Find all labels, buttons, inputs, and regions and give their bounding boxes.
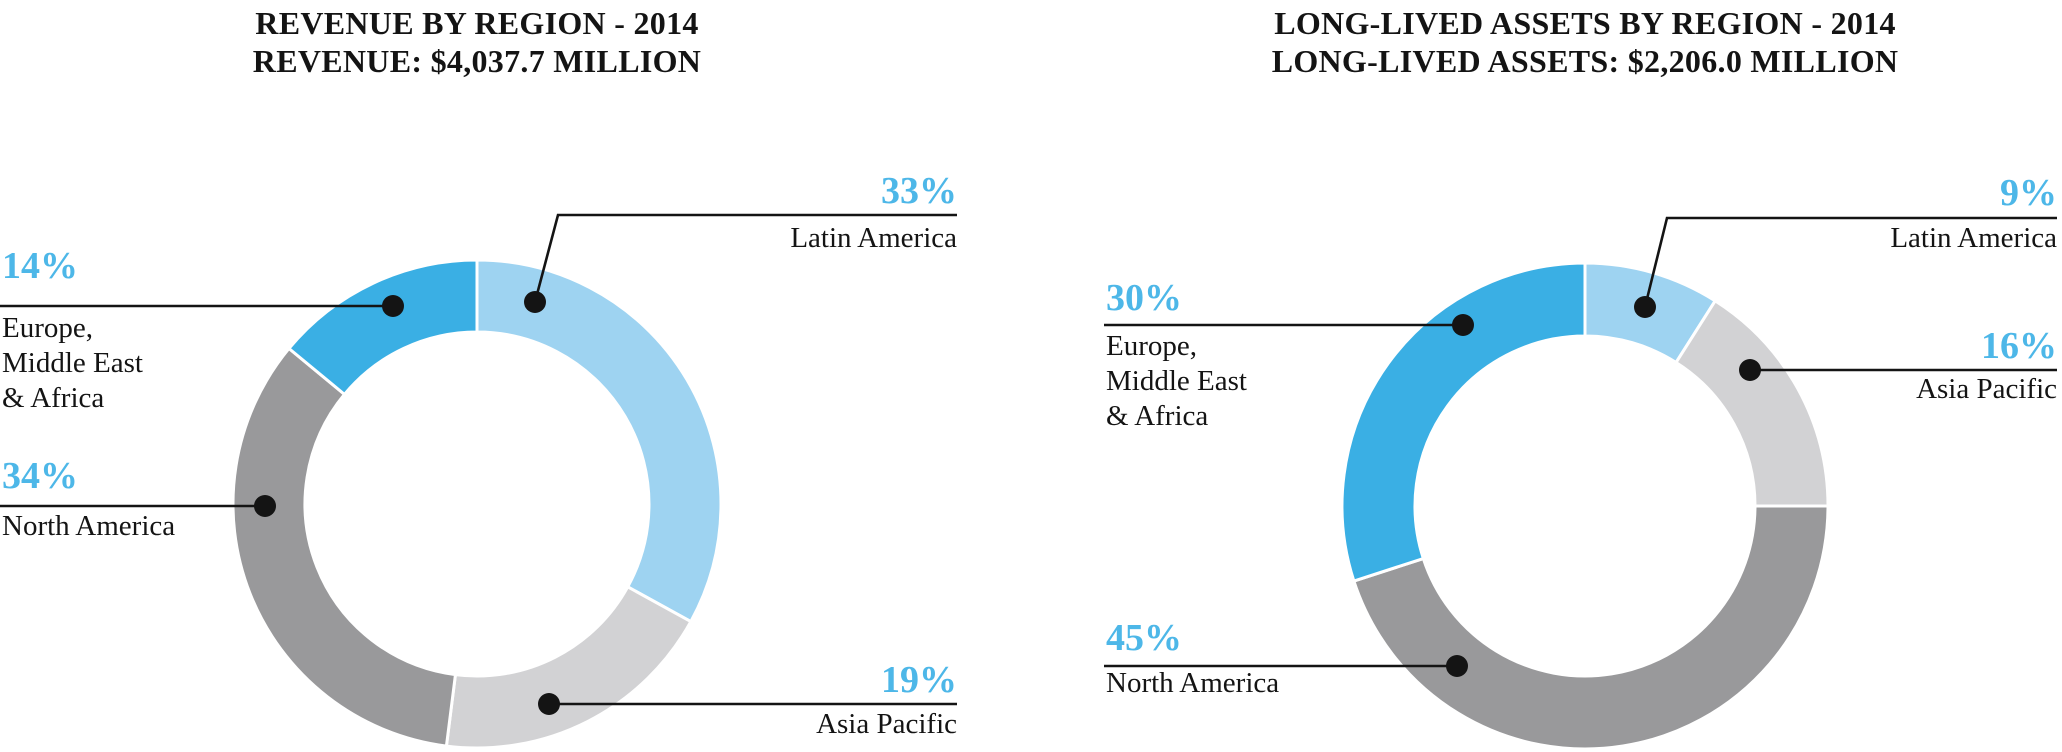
assets-chart-title: LONG-LIVED ASSETS BY REGION - 2014 LONG-… [1205, 4, 1965, 80]
assets-latin-america-percent: 9% [2000, 172, 2057, 214]
segment-revenue-latin-america [475, 258, 723, 624]
leader-dot [524, 291, 546, 313]
leader-dot [538, 693, 560, 715]
donut-chart-assets [1340, 261, 1830, 751]
segment-assets-europe-middle-east-africa [1340, 261, 1587, 583]
assets-emea-label-line1: Europe, [1106, 330, 1197, 362]
segment-assets-asia-pacific [1674, 299, 1830, 508]
segment-revenue-asia-pacific [444, 585, 693, 750]
leader-dot [1634, 296, 1656, 318]
segment-revenue-europe-middle-east-africa [287, 258, 479, 396]
assets-asia-pacific-label: Asia Pacific [1916, 373, 2057, 405]
revenue-latin-america-percent: 33% [881, 170, 957, 212]
revenue-emea-percent: 14% [2, 245, 78, 287]
leader-dot [382, 295, 404, 317]
assets-emea-label-line3: & Africa [1106, 400, 1209, 432]
segment-revenue-north-america [231, 346, 457, 748]
assets-north-america-percent: 45% [1106, 617, 1182, 659]
revenue-chart-title: REVENUE BY REGION - 2014 REVENUE: $4,037… [117, 4, 837, 80]
assets-emea-percent: 30% [1106, 277, 1182, 319]
revenue-north-america-label: North America [2, 510, 176, 542]
assets-emea-label-line2: Middle East [1106, 365, 1247, 397]
revenue-emea-label-line2: Middle East [2, 347, 143, 379]
assets-latin-america-label: Latin America [1890, 222, 2057, 254]
donut-chart-revenue [231, 258, 723, 750]
segment-assets-north-america [1352, 504, 1830, 751]
revenue-chart-title-line2: REVENUE: $4,037.7 MILLION [252, 43, 702, 79]
leader-dot [1446, 655, 1468, 677]
revenue-latin-america-label: Latin America [790, 222, 957, 254]
revenue-asia-pacific-label: Asia Pacific [816, 708, 957, 740]
leader-dot [1739, 359, 1761, 381]
revenue-emea-label-line1: Europe, [2, 312, 93, 344]
assets-north-america-label: North America [1106, 667, 1280, 699]
leader-line [1643, 216, 2057, 308]
revenue-chart-title-line1: REVENUE BY REGION - 2014 [255, 5, 699, 41]
revenue-emea-label-line3: & Africa [2, 382, 105, 414]
revenue-emea-label: Europe, Middle East & Africa [2, 311, 143, 416]
leader-dot [254, 495, 276, 517]
revenue-north-america-percent: 34% [2, 455, 78, 497]
leader-line [533, 213, 957, 303]
assets-chart-title-line1: LONG-LIVED ASSETS BY REGION - 2014 [1274, 5, 1896, 41]
assets-asia-pacific-percent: 16% [1981, 325, 2057, 367]
revenue-asia-pacific-percent: 19% [881, 659, 957, 701]
leader-dot [1452, 314, 1474, 336]
assets-chart-title-line2: LONG-LIVED ASSETS: $2,206.0 MILLION [1271, 43, 1899, 79]
assets-emea-label: Europe, Middle East & Africa [1106, 329, 1247, 434]
